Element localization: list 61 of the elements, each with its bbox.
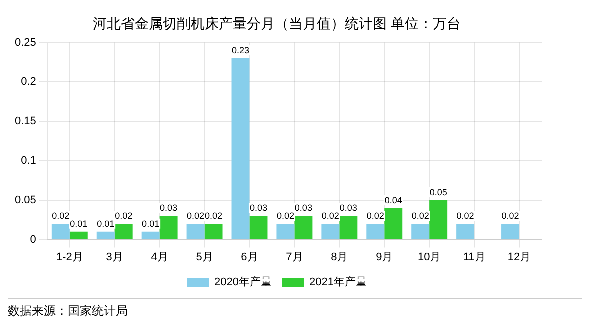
x-tick-label: 8月: [331, 251, 348, 264]
x-tick-label: 12月: [508, 251, 532, 264]
data-label: 0.03: [160, 203, 178, 214]
x-tick-label: 7月: [286, 251, 304, 264]
data-label: 0.05: [430, 187, 448, 198]
bar: [366, 224, 385, 240]
data-label: 0.02: [322, 211, 340, 222]
bar: [322, 224, 340, 240]
y-tick-label: 0.05: [14, 194, 36, 206]
data-label: 0.02: [205, 211, 223, 222]
data-label: 0.03: [250, 203, 268, 214]
data-label: 0.02: [366, 211, 384, 222]
bar: [96, 232, 115, 240]
bar: [456, 224, 475, 240]
x-tick-label: 6月: [241, 251, 258, 264]
bar: [204, 224, 223, 240]
legend-label: 2020年产量: [214, 276, 272, 289]
data-label: 0.02: [456, 211, 474, 222]
bar: [70, 232, 88, 240]
data-label: 0.02: [276, 211, 294, 222]
bar: [384, 208, 403, 240]
data-label: 0.01: [142, 218, 160, 229]
x-tick-label: 9月: [376, 251, 394, 264]
y-tick-label: 0.1: [21, 155, 36, 168]
x-tick-label: 10月: [418, 251, 442, 264]
data-label: 0.23: [232, 46, 250, 56]
data-label: 0.02: [115, 211, 133, 222]
x-tick-label: 4月: [151, 251, 168, 264]
bar: [250, 216, 268, 240]
data-label: 0.02: [412, 211, 430, 222]
data-label: 0.02: [52, 211, 70, 222]
data-label: 0.03: [340, 203, 358, 214]
y-tick-label: 0: [30, 234, 36, 246]
bar: [52, 224, 70, 240]
bar: [430, 200, 448, 240]
bar: [502, 224, 520, 240]
data-label: 0.02: [187, 211, 205, 222]
y-tick-label: 0.15: [14, 116, 36, 128]
x-tick-label: 1-2月: [56, 251, 84, 264]
data-label: 0.03: [294, 203, 312, 214]
y-tick-label: 0.2: [21, 76, 36, 88]
bar: [276, 224, 295, 240]
y-tick-label: 0.25: [14, 36, 36, 49]
legend-label: 2021年产量: [310, 276, 367, 289]
data-label: 0.01: [70, 218, 88, 229]
bar: [340, 216, 358, 240]
data-label: 0.01: [97, 218, 115, 229]
bar: [232, 58, 250, 240]
bar: [186, 224, 205, 240]
data-label: 0.04: [384, 195, 402, 206]
chart-title: 河北省金属切削机床产量分月（当月值）统计图 单位：万台: [93, 15, 461, 32]
bar: [160, 216, 178, 240]
bar: [142, 232, 160, 240]
x-tick-label: 11月: [463, 251, 486, 264]
source-note: 数据来源：国家统计局: [8, 304, 128, 318]
bar: [294, 216, 313, 240]
bar: [412, 224, 430, 240]
data-label: 0.02: [502, 211, 520, 222]
x-tick-label: 3月: [106, 251, 124, 264]
bar: [114, 224, 133, 240]
x-tick-label: 5月: [196, 251, 214, 264]
